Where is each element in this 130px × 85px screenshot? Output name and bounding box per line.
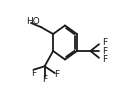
Text: F: F — [54, 70, 59, 79]
Text: F: F — [42, 75, 47, 84]
Text: F: F — [102, 46, 108, 56]
Text: HO: HO — [26, 17, 40, 26]
Text: F: F — [102, 38, 108, 47]
Text: F: F — [31, 69, 36, 78]
Text: F: F — [102, 55, 108, 64]
